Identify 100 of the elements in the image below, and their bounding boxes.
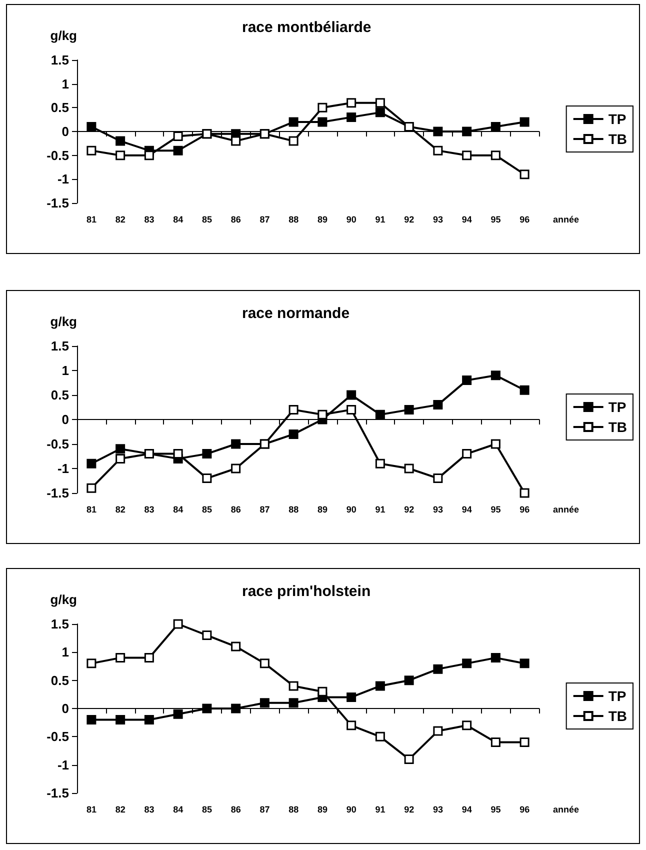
x-tick-label: 84 <box>173 804 184 814</box>
x-tick-label: 86 <box>230 214 241 224</box>
point <box>144 653 154 663</box>
point <box>86 715 96 725</box>
point <box>288 136 298 146</box>
point <box>520 488 530 498</box>
point <box>462 658 472 668</box>
x-tick-label: 93 <box>432 214 443 224</box>
point <box>288 404 298 414</box>
point <box>375 458 385 468</box>
point <box>404 464 414 474</box>
x-tick-label: 93 <box>432 804 443 814</box>
x-tick-label: 93 <box>432 504 443 514</box>
y-axis-title: g/kg <box>50 28 78 43</box>
x-tick-label: 96 <box>520 214 530 224</box>
point <box>375 681 385 691</box>
y-axis-title: g/kg <box>50 314 78 329</box>
x-axis-title: année <box>553 804 580 814</box>
chart-title: race prim'holstein <box>242 583 371 600</box>
point <box>404 676 414 686</box>
point <box>144 715 154 725</box>
point <box>520 385 530 395</box>
point <box>116 653 126 663</box>
x-tick-label: 85 <box>202 214 212 224</box>
x-tick-label: 84 <box>173 504 184 514</box>
y-tick-label: 0 <box>62 412 69 427</box>
point <box>116 454 126 464</box>
point <box>116 715 126 725</box>
point <box>202 474 212 484</box>
point <box>288 429 298 439</box>
y-tick-label: -0.5 <box>46 729 69 744</box>
legend-label: TB <box>608 708 628 724</box>
x-tick-label: 96 <box>520 804 530 814</box>
point <box>520 738 530 748</box>
x-tick-label: 95 <box>490 504 501 514</box>
point <box>433 400 443 410</box>
y-tick-label: -1.5 <box>46 786 69 800</box>
point <box>433 146 443 156</box>
point <box>462 449 472 459</box>
point <box>433 126 443 136</box>
x-tick-label: 83 <box>144 504 154 514</box>
point <box>375 108 385 118</box>
x-tick-label: 94 <box>462 504 472 514</box>
point <box>86 122 96 132</box>
x-tick-label: 90 <box>346 804 356 814</box>
y-tick-label: 0.5 <box>50 672 69 688</box>
point <box>433 726 443 736</box>
point <box>318 410 328 420</box>
x-tick-label: 89 <box>317 214 328 224</box>
point <box>231 704 241 714</box>
point <box>346 390 356 400</box>
point <box>173 146 183 156</box>
point <box>202 630 212 640</box>
point <box>375 732 385 742</box>
x-tick-label: 87 <box>260 214 270 224</box>
point <box>490 150 500 160</box>
y-tick-label: 1 <box>62 76 69 92</box>
point <box>520 658 530 668</box>
point <box>288 117 298 127</box>
legend-label: TP <box>608 111 626 127</box>
chart-title: race normande <box>242 305 350 322</box>
x-tick-label: 83 <box>144 214 154 224</box>
y-tick-label: -1 <box>57 172 69 187</box>
point <box>346 720 356 730</box>
point <box>231 642 241 652</box>
x-tick-label: 91 <box>375 804 386 814</box>
point <box>346 98 356 108</box>
y-tick-label: 0.5 <box>50 100 69 116</box>
x-tick-label: 85 <box>202 804 212 814</box>
point <box>462 150 472 160</box>
point <box>346 404 356 414</box>
point <box>490 122 500 132</box>
y-tick-label: 1.5 <box>50 616 69 632</box>
point <box>288 698 298 708</box>
point <box>404 404 414 414</box>
x-tick-label: 86 <box>230 504 241 514</box>
legend-label: TP <box>608 688 626 704</box>
x-tick-label: 91 <box>375 214 386 224</box>
x-tick-label: 92 <box>404 214 414 224</box>
point <box>462 376 472 386</box>
x-tick-label: 95 <box>490 214 501 224</box>
point <box>116 150 126 160</box>
x-tick-label: 82 <box>115 214 126 224</box>
y-tick-label: 1 <box>62 363 69 378</box>
point <box>375 98 385 108</box>
x-axis-title: année <box>553 214 580 224</box>
x-tick-label: 87 <box>260 804 270 814</box>
point <box>462 720 472 730</box>
y-tick-label: 1 <box>62 644 69 660</box>
point <box>86 658 96 668</box>
y-tick-label: -0.5 <box>46 148 69 163</box>
x-tick-label: 90 <box>346 504 356 514</box>
x-tick-label: 91 <box>375 504 386 514</box>
legend-label: TB <box>608 131 628 147</box>
x-tick-label: 83 <box>144 804 154 814</box>
y-tick-label: 1.5 <box>50 338 69 354</box>
y-tick-label: -1 <box>57 757 69 772</box>
y-tick-label: -1 <box>57 461 69 476</box>
point <box>231 464 241 474</box>
y-tick-label: 1.5 <box>50 52 69 68</box>
